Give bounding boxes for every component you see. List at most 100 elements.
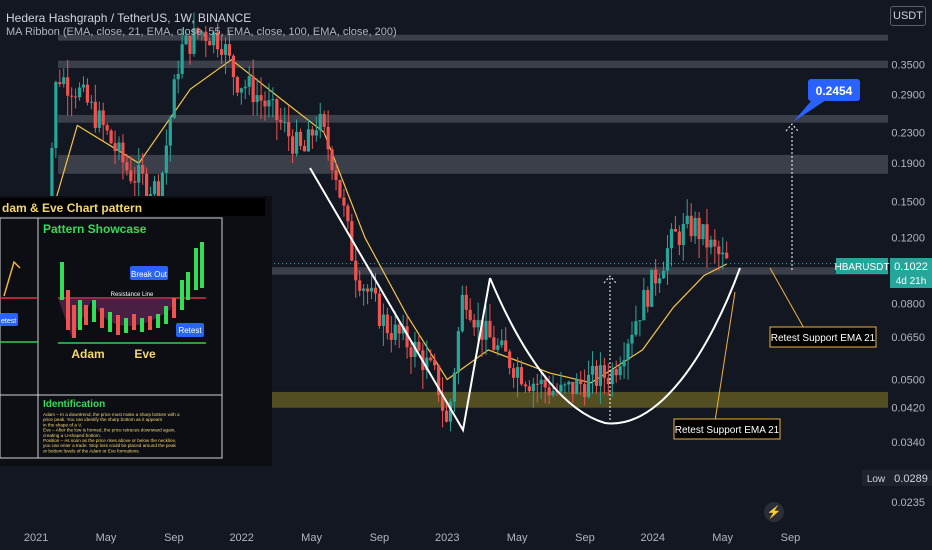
candle-body (642, 290, 646, 321)
candle-body (365, 288, 370, 292)
candle-body (192, 28, 196, 54)
x-tick-label: May (712, 532, 733, 544)
candle-body (101, 110, 105, 126)
candle-body (598, 365, 603, 386)
candle-body (81, 84, 86, 88)
candle-body (342, 197, 346, 206)
candle-body (373, 287, 378, 294)
candle-body (294, 131, 299, 154)
candle-body (338, 180, 342, 198)
candle-body (326, 126, 330, 150)
candle-body (204, 31, 208, 41)
zone (58, 154, 888, 174)
retest-box-2 (673, 418, 781, 440)
candle-body (448, 401, 453, 422)
candle-body (531, 383, 535, 392)
candle-body (145, 173, 149, 198)
candle-body (508, 351, 512, 369)
resistance-label: Resistance Line (111, 292, 154, 298)
candle-body (397, 324, 401, 334)
candle-body (559, 384, 563, 392)
candle-body (547, 387, 551, 396)
lightning-icon[interactable]: ⚡ (764, 502, 784, 522)
candle-body (417, 341, 421, 351)
inset-panel: dam & Eve Chart pattern Pattern Showcase… (0, 196, 272, 466)
candle-body (385, 314, 389, 334)
candle-body (89, 101, 93, 103)
candle-body (701, 224, 705, 240)
x-tick-label: 2022 (229, 532, 253, 544)
identification-title: Identification (43, 399, 105, 410)
candle-body (433, 360, 437, 366)
candle-body (137, 165, 141, 183)
candle-body (302, 145, 307, 152)
last-price: 0.1022 (894, 261, 928, 273)
candle-body (456, 331, 460, 373)
symbol-tag (836, 258, 888, 274)
currency-button[interactable]: USDT (890, 6, 926, 26)
countdown: 4d 21h (896, 276, 927, 287)
x-tick-label: Sep (164, 532, 184, 544)
candle-body (492, 337, 496, 350)
candle-body (105, 125, 109, 131)
candle-body (583, 384, 587, 398)
y-tick-label: 0.3500 (891, 59, 925, 71)
candle-body (512, 368, 516, 378)
candle-body (460, 294, 464, 332)
candle-body (377, 293, 382, 327)
candle-body (184, 35, 188, 45)
candle-body (70, 95, 74, 97)
candle-body (590, 365, 595, 375)
candle-body (523, 384, 528, 387)
candle-body (109, 130, 113, 144)
y-tick-label: 0.0650 (891, 332, 925, 344)
candle-body (519, 367, 524, 385)
x-axis[interactable]: 2021 May Sep 2022 May Sep 2023 May Sep 2024 May Sep (24, 532, 800, 544)
candle-body (148, 194, 153, 198)
candle-body (133, 181, 137, 183)
candle-body (243, 86, 247, 89)
candle-body (571, 381, 575, 394)
candle-body (551, 390, 555, 396)
x-tick-label: Sep (575, 532, 595, 544)
candle-body (176, 73, 180, 80)
candle-body (575, 379, 579, 394)
x-tick-label: Sep (781, 532, 801, 544)
candle-body (425, 357, 429, 371)
candle-body (208, 40, 212, 46)
inset-candle (156, 314, 160, 328)
candle-body (66, 77, 70, 96)
indicator-legend[interactable]: MA Ribbon (EMA, close, 21, EMA, close, 5… (6, 26, 397, 38)
identification-line: you can enter a trade. Stop loss could b… (43, 443, 177, 448)
candle-body (697, 217, 701, 240)
candle-body (267, 100, 271, 107)
y-axis[interactable]: 0.3500 0.2900 0.2300 0.1900 0.1500 0.1200 0.08… (891, 59, 925, 509)
candle-body (681, 223, 685, 246)
inset-candle (140, 318, 144, 332)
identification-line: creating a U-shaped bottom. (43, 433, 101, 438)
candle-body (358, 280, 362, 291)
y-tick-label: 0.0500 (891, 374, 925, 386)
identification-line: price peak. You can identify the sharp b… (43, 417, 163, 422)
eve-label: Eve (134, 347, 156, 361)
candle-body (381, 314, 385, 327)
candle-body (484, 320, 488, 340)
candle-body (219, 49, 224, 55)
y-tick-label: 0.1500 (891, 197, 925, 209)
candle-body (626, 343, 630, 361)
candle-body (310, 129, 314, 136)
candle-body (500, 340, 504, 346)
candle-body (54, 82, 58, 148)
candle-body (354, 260, 358, 281)
candle-body (468, 309, 472, 320)
candle-body (618, 366, 622, 376)
identification-text: Adam – In a downtrend, the price must ma… (43, 412, 180, 453)
candle-body (677, 231, 681, 246)
candle-body (141, 165, 145, 174)
candle-body (405, 326, 409, 348)
inset-candle (200, 242, 204, 288)
candle-body (180, 44, 184, 74)
inset-candle (100, 308, 104, 328)
inset-candle (186, 272, 190, 300)
